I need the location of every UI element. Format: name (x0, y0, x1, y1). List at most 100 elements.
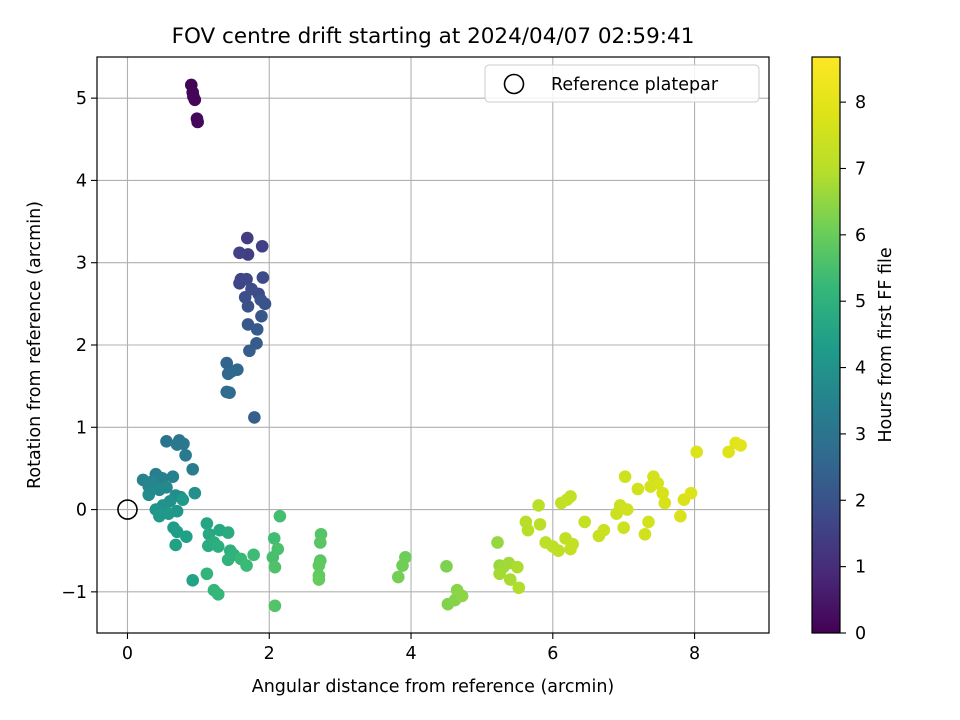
x-axis-label: Angular distance from reference (arcmin) (252, 677, 615, 697)
data-point (493, 567, 506, 581)
data-point (211, 540, 225, 553)
data-point (564, 490, 577, 503)
colorbar-tick-label: 6 (855, 226, 866, 246)
colorbar-tick-label: 3 (855, 425, 866, 445)
data-point (512, 581, 526, 595)
data-point (271, 542, 285, 556)
data-point (153, 509, 166, 523)
x-tick-label: 4 (405, 644, 416, 664)
data-point (170, 438, 184, 451)
legend-label: Reference platepar (551, 75, 719, 95)
colorbar-tick-label: 5 (855, 292, 866, 312)
data-point (578, 515, 591, 529)
colorbar-tick-label: 2 (855, 491, 866, 511)
data-point (240, 559, 253, 572)
data-point (200, 567, 214, 581)
data-point (651, 476, 665, 490)
data-point (200, 517, 214, 530)
y-tick-label: −1 (61, 583, 87, 603)
data-point (268, 560, 282, 574)
data-point (186, 574, 199, 587)
data-point (267, 532, 281, 545)
data-point (243, 344, 256, 358)
data-point (734, 439, 747, 452)
data-point (533, 518, 547, 531)
data-point (455, 589, 469, 603)
data-point (240, 231, 254, 245)
data-point (642, 515, 655, 529)
y-axis-ticks: −1 0 1 2 3 4 5 (61, 89, 97, 603)
data-point (511, 560, 524, 574)
data-point (273, 509, 287, 523)
data-point (620, 503, 634, 516)
colorbar-ticks: 0 1 2 3 4 5 6 7 8 (840, 93, 866, 644)
colorbar-tick-label: 7 (855, 159, 866, 179)
data-point (258, 297, 272, 311)
colorbar-tick-label: 0 (855, 624, 866, 644)
data-point (617, 521, 630, 534)
y-tick-label: 4 (76, 171, 87, 191)
data-point (153, 483, 166, 497)
data-point (186, 462, 199, 476)
data-point (618, 470, 632, 483)
y-gridlines (97, 97, 769, 593)
x-tick-label: 8 (689, 644, 700, 664)
data-point (631, 482, 645, 496)
data-point (250, 323, 264, 336)
x-axis-ticks: 0 2 4 6 8 (122, 633, 700, 664)
data-point (180, 530, 193, 544)
data-point (255, 239, 269, 253)
data-point (313, 536, 327, 549)
y-axis-label: Rotation from reference (arcmin) (25, 201, 45, 489)
data-point (656, 486, 669, 500)
data-point (566, 537, 579, 551)
data-point (241, 318, 255, 331)
y-tick-label: 1 (76, 418, 87, 438)
y-tick-label: 2 (76, 336, 87, 356)
scatter-points (136, 78, 747, 613)
legend: Reference platepar (484, 64, 760, 103)
colorbar-tick-label: 4 (855, 359, 866, 379)
colorbar (811, 56, 841, 634)
data-point (552, 544, 565, 558)
data-point (440, 560, 453, 573)
data-point (658, 496, 672, 510)
y-tick-label: 3 (76, 254, 87, 274)
data-point (684, 486, 698, 500)
data-point (247, 548, 260, 562)
data-point (221, 553, 235, 567)
x-tick-label: 2 (264, 644, 275, 664)
legend-box (484, 64, 760, 103)
data-point (241, 300, 255, 313)
data-point (142, 488, 156, 502)
data-point (674, 509, 687, 523)
legend-marker (503, 73, 525, 95)
x-tick-label: 0 (122, 644, 133, 664)
chart-title: FOV centre drift starting at 2024/04/07 … (172, 24, 695, 49)
data-point (268, 599, 282, 613)
data-point (256, 271, 270, 284)
data-point (188, 93, 202, 107)
data-point (391, 570, 405, 584)
data-point (233, 246, 246, 260)
data-point (179, 448, 192, 462)
data-point (248, 411, 261, 424)
data-point (191, 115, 204, 129)
data-point (255, 309, 268, 323)
data-point (169, 538, 182, 552)
reference-platepar-marker (117, 499, 138, 520)
data-point (240, 272, 253, 286)
data-point (188, 486, 202, 500)
data-point (491, 536, 504, 549)
data-point (532, 499, 545, 512)
data-point (638, 527, 652, 541)
y-tick-label: 5 (76, 89, 87, 109)
data-point (503, 573, 517, 586)
data-point (176, 493, 190, 506)
data-point (597, 523, 611, 537)
y-tick-label: 0 (76, 501, 87, 521)
data-point (223, 386, 236, 400)
data-point (690, 445, 703, 459)
colorbar-tick-label: 8 (855, 93, 866, 113)
